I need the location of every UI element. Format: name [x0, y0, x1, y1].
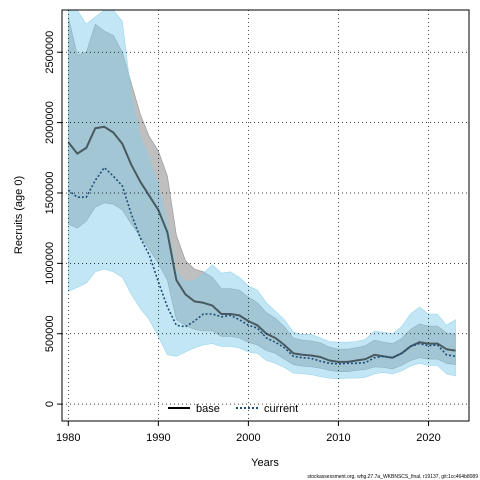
- y-tick-label-2500000: 2500000: [44, 31, 56, 74]
- legend-label-base: base: [196, 403, 220, 415]
- x-axis-title: Years: [251, 457, 279, 469]
- y-tick-label-1500000: 1500000: [44, 172, 56, 215]
- series-lines: [67, 125, 456, 365]
- legend: base current: [168, 403, 298, 415]
- x-tick-label-1990: 1990: [146, 432, 170, 444]
- x-axis: 1980 1990 2000 2010 2020: [56, 421, 441, 444]
- confidence-bands: [68, 9, 456, 380]
- legend-label-current: current: [264, 403, 298, 415]
- y-tick-label-2000000: 2000000: [44, 101, 56, 144]
- y-axis-title: Recruits (age 0): [13, 176, 25, 254]
- plot-frame: [61, 9, 470, 422]
- line-current: [67, 166, 456, 365]
- x-tick-label-2020: 2020: [416, 432, 440, 444]
- band-current: [68, 9, 456, 380]
- y-tick-label-1000000: 1000000: [44, 242, 56, 285]
- x-tick-label-2000: 2000: [236, 432, 260, 444]
- y-tick-label-0: 0: [44, 401, 56, 407]
- y-tick-label-500000: 500000: [44, 315, 56, 352]
- x-tick-label-1980: 1980: [56, 432, 80, 444]
- x-tick-label-2010: 2010: [326, 432, 350, 444]
- footer-text: stockassessment.org, whg.27.7a_WKBNSCS_f…: [307, 474, 478, 480]
- y-axis: 0 500000 1000000 1500000 2000000 2500000: [44, 31, 62, 407]
- grid-lines: [62, 10, 469, 421]
